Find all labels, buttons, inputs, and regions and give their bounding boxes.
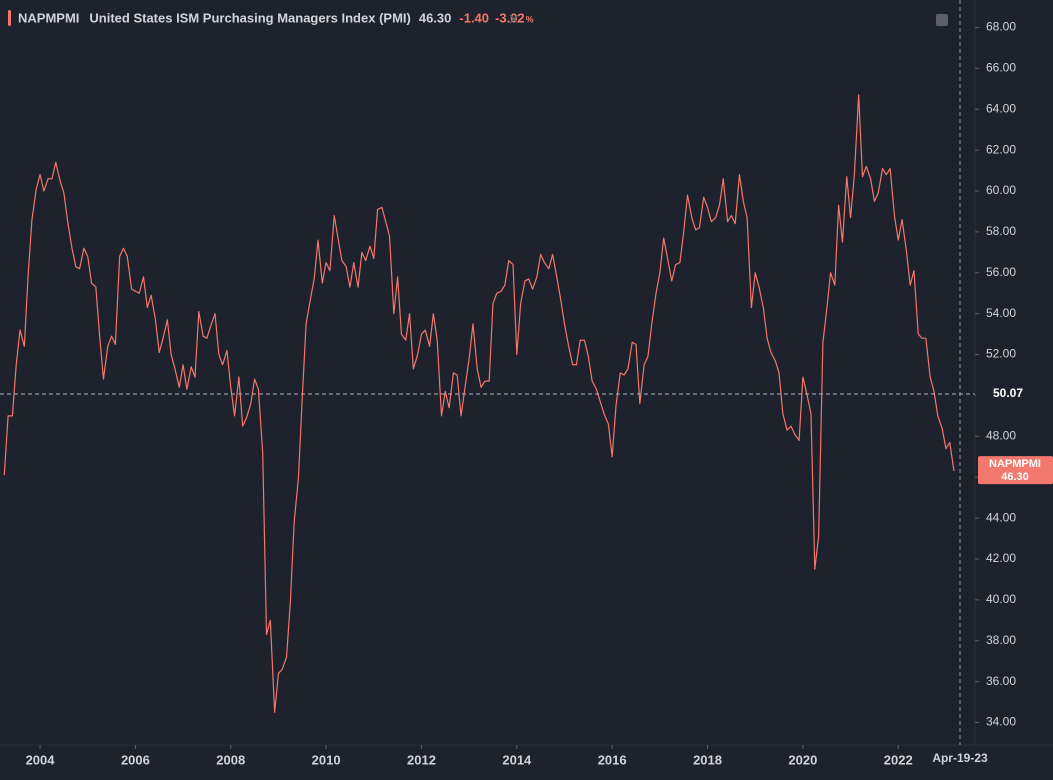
y-tick-label: 64.00 [986, 101, 1016, 115]
x-tick-label: 2006 [121, 752, 150, 767]
x-tick-label: 2014 [502, 752, 532, 767]
x-tick-label: 2004 [26, 752, 56, 767]
series-line [3, 94, 955, 713]
maximize-icon[interactable] [936, 14, 948, 26]
last-value: 46.30 [419, 10, 452, 25]
y-tick-label: 36.00 [986, 674, 1016, 688]
y-tick-label: 62.00 [986, 142, 1016, 156]
y-tick-label: 58.00 [986, 224, 1016, 238]
y-tick-label: 66.00 [986, 61, 1016, 75]
last-value-tag-value: 46.30 [1001, 471, 1029, 483]
x-tick-label: 2008 [216, 752, 245, 767]
y-tick-label: 42.00 [986, 551, 1016, 565]
x-tick-label: 2016 [598, 752, 627, 767]
x-tick-label: 2022 [884, 752, 913, 767]
x-tick-label: 2018 [693, 752, 722, 767]
y-tick-label: 56.00 [986, 265, 1016, 279]
crosshair-x-label: Apr-19-23 [932, 751, 988, 765]
symbol: NAPMPMI [18, 10, 79, 25]
y-tick-label: 54.00 [986, 306, 1016, 320]
close-icon[interactable] [509, 14, 519, 24]
x-tick-label: 2010 [312, 752, 341, 767]
y-tick-label: 38.00 [986, 633, 1016, 647]
change-percent-unit: % [526, 14, 534, 24]
series-marker [8, 10, 11, 26]
y-tick-label: 34.00 [986, 715, 1016, 729]
y-tick-label: 60.00 [986, 183, 1016, 197]
y-tick-label: 40.00 [986, 592, 1016, 606]
change-percent: -3.02 [495, 10, 525, 25]
crosshair-x-label-bg [926, 749, 994, 769]
y-tick-label: 52.00 [986, 347, 1016, 361]
description: United States ISM Purchasing Managers In… [89, 10, 410, 25]
y-tick-label: 68.00 [986, 20, 1016, 34]
x-tick-label: 2012 [407, 752, 436, 767]
y-tick-label: 44.00 [986, 510, 1016, 524]
x-tick-label: 2020 [788, 752, 817, 767]
last-value-tag-name: NAPMPMI [989, 458, 1041, 470]
last-value-tag [978, 456, 1053, 485]
crosshair-y-label-bg [976, 384, 1053, 405]
y-tick-label: 48.00 [986, 428, 1016, 442]
crosshair-y-label: 50.07 [993, 386, 1023, 400]
change: -1.40 [459, 10, 489, 25]
